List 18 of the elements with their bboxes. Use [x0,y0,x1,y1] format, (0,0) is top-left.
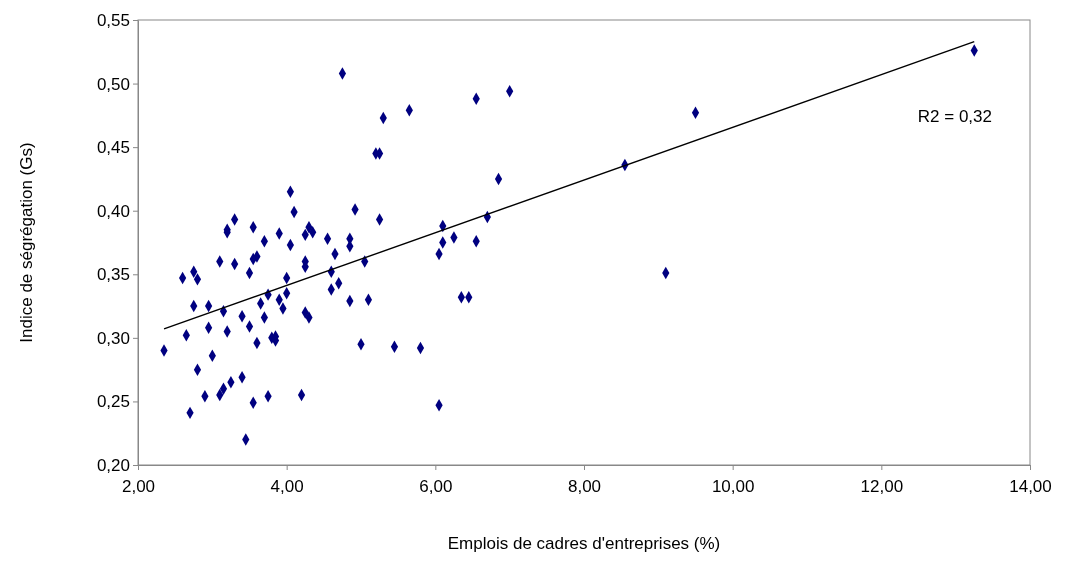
y-tick-label: 0,40 [96,201,130,221]
x-tick-label: 14,00 [1009,476,1052,496]
y-tick-label: 0,25 [96,392,130,412]
x-tick-label: 8,00 [567,476,602,496]
x-axis-title: Emplois de cadres d'entreprises (%) [447,534,721,553]
y-tick-label: 0,30 [96,328,130,348]
y-tick-label: 0,45 [96,138,130,158]
annotation: R2 = 0,32 [917,107,992,126]
y-tick-label: 0,35 [96,265,130,285]
y-tick-label: 0,50 [96,74,130,94]
x-tick-label: 6,00 [419,476,453,496]
x-tick-label: 12,00 [860,476,904,496]
x-tick-label: 10,00 [711,476,755,496]
y-axis-title: Indice de ségrégation (Gs) [17,142,36,343]
y-tick-label: 0,20 [96,455,130,475]
x-tick-label: 4,00 [270,476,304,496]
x-tick-label: 2,00 [121,476,156,496]
y-tick-label: 0,55 [96,10,130,30]
